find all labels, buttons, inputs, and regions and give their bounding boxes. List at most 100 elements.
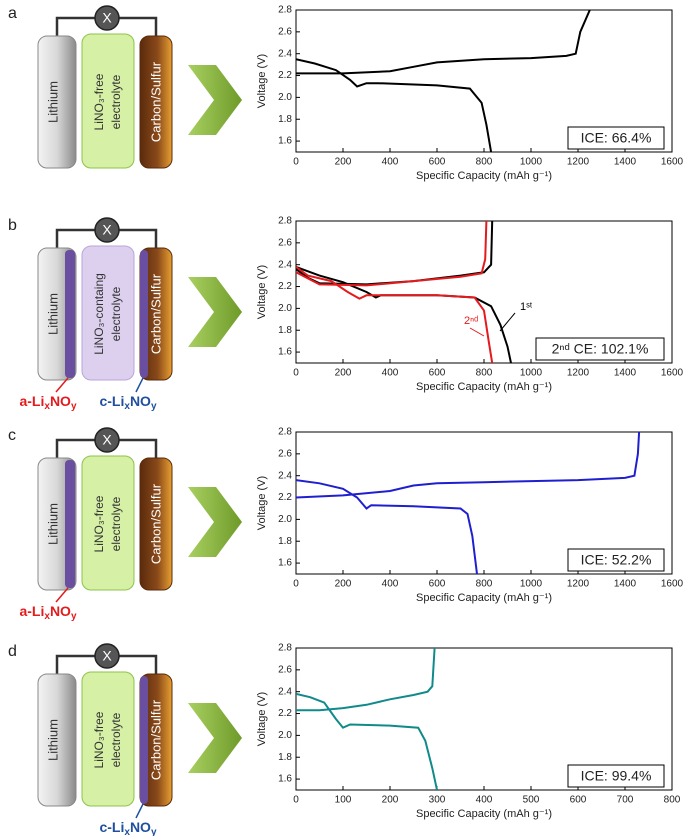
voltage-curve <box>296 221 488 287</box>
curve-label-arrow <box>469 327 485 337</box>
x-tick-label: 400 <box>382 579 399 590</box>
electrolyte <box>81 33 135 169</box>
arrow-chevron <box>188 703 242 773</box>
x-axis-label: Specific Capacity (mAh g⁻¹) <box>416 381 552 393</box>
switch-label: X <box>102 10 112 26</box>
x-axis-label: Specific Capacity (mAh g⁻¹) <box>416 170 552 182</box>
x-axis-label: Specific Capacity (mAh g⁻¹) <box>416 592 552 604</box>
y-tick-label: 1.6 <box>278 558 292 569</box>
voltage-curve <box>296 692 438 790</box>
x-tick-label: 100 <box>335 795 352 806</box>
voltage-curve <box>296 432 641 499</box>
layer-label-part: NO <box>130 819 151 835</box>
cathode-label: Carbon/Sulfur <box>148 483 163 564</box>
y-tick-label: 1.8 <box>278 325 292 336</box>
anode-label: Lithium <box>45 293 60 335</box>
x-tick-label: 0 <box>293 368 299 379</box>
layer-label-part: y <box>71 611 77 622</box>
x-tick-label: 400 <box>382 157 399 168</box>
layer-arrow <box>135 803 144 819</box>
annotation-box <box>567 126 665 150</box>
x-tick-label: 1000 <box>520 368 543 379</box>
y-axis-label: Voltage (V) <box>256 692 268 746</box>
y-tick-label: 2.8 <box>278 427 292 438</box>
x-tick-label: 1000 <box>520 579 543 590</box>
x-tick-label: 600 <box>429 368 446 379</box>
electrolyte <box>81 455 135 591</box>
x-tick-label: 600 <box>429 157 446 168</box>
x-tick-label: 200 <box>335 579 352 590</box>
y-tick-label: 2.6 <box>278 237 292 248</box>
x-tick-label: 1600 <box>661 368 684 379</box>
y-tick-label: 1.6 <box>278 136 292 147</box>
voltage-curve <box>296 266 494 363</box>
x-axis-label: Specific Capacity (mAh g⁻¹) <box>416 808 552 820</box>
x-tick-label: 1200 <box>567 579 590 590</box>
switch <box>94 643 120 669</box>
layer-label-part: x <box>124 827 130 836</box>
y-tick-label: 2.4 <box>278 686 292 697</box>
layer-label: a-LixNOy <box>19 393 76 412</box>
x-tick-label: 1600 <box>661 579 684 590</box>
layer-label-part: y <box>71 401 77 412</box>
x-tick-label: 200 <box>335 368 352 379</box>
annotation-box <box>567 548 665 572</box>
electrolyte <box>81 245 135 381</box>
cathode <box>139 457 173 591</box>
anode-label: Lithium <box>45 81 60 123</box>
y-tick-label: 2.2 <box>278 492 292 503</box>
x-tick-label: 600 <box>570 795 587 806</box>
x-tick-label: 500 <box>523 795 540 806</box>
x-tick-label: 0 <box>293 157 299 168</box>
curve-label-arrow <box>499 312 516 332</box>
x-tick-label: 800 <box>476 579 493 590</box>
cathode-layer <box>140 676 148 804</box>
layer-label: c-LixNOy <box>99 819 156 836</box>
anode-label: Lithium <box>45 719 60 761</box>
y-axis-label: Voltage (V) <box>256 54 268 108</box>
x-tick-label: 200 <box>382 795 399 806</box>
x-tick-label: 400 <box>382 368 399 379</box>
x-tick-label: 0 <box>293 795 299 806</box>
x-tick-label: 600 <box>429 579 446 590</box>
annotation: ICE: 66.4% <box>581 130 652 146</box>
layer-label-part: x <box>44 401 50 412</box>
panel-label: b <box>8 217 17 234</box>
electrolyte-label: electrolyte <box>109 496 123 551</box>
x-tick-label: 0 <box>293 579 299 590</box>
electrolyte-label: LiNO₃-containg <box>92 273 106 355</box>
y-tick-label: 2.4 <box>278 259 292 270</box>
layer-label-part: y <box>151 401 157 412</box>
x-tick-label: 300 <box>429 795 446 806</box>
layer-label: a-LixNOy <box>19 603 76 622</box>
switch-label: X <box>102 432 112 448</box>
voltage-curve <box>296 10 591 75</box>
annotation-box <box>567 764 665 788</box>
switch <box>94 5 120 31</box>
arrow-chevron <box>188 65 242 135</box>
y-tick-label: 2.0 <box>278 730 292 741</box>
x-tick-label: 400 <box>476 795 493 806</box>
layer-label-part: y <box>151 827 157 836</box>
anode-layer <box>65 460 75 588</box>
y-tick-label: 1.6 <box>278 347 292 358</box>
anode <box>37 673 77 807</box>
x-tick-label: 1400 <box>614 579 637 590</box>
y-tick-label: 1.6 <box>278 774 292 785</box>
anode-layer <box>65 250 75 378</box>
anode <box>37 35 77 169</box>
x-tick-label: 800 <box>476 157 493 168</box>
cathode-label: Carbon/Sulfur <box>148 273 163 354</box>
layer-label-part: NO <box>50 393 71 409</box>
y-tick-label: 2.4 <box>278 48 292 59</box>
x-tick-label: 1400 <box>614 368 637 379</box>
x-tick-label: 1200 <box>567 157 590 168</box>
x-tick-label: 800 <box>476 368 493 379</box>
x-tick-label: 1200 <box>567 368 590 379</box>
y-tick-label: 2.2 <box>278 281 292 292</box>
annotation-box <box>535 337 665 361</box>
layer-label-part: NO <box>130 393 151 409</box>
cathode-label: Carbon/Sulfur <box>148 61 163 142</box>
panel-label: c <box>8 427 16 444</box>
